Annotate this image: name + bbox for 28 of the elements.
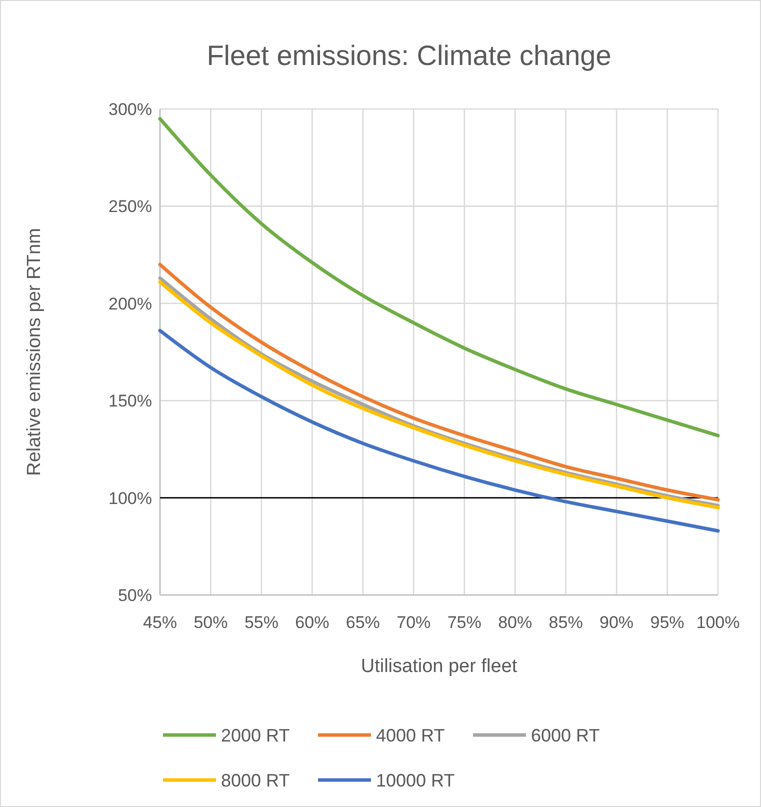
x-tick-label: 95% [650,613,684,632]
legend-label: 8000 RT [221,770,290,790]
legend-label: 2000 RT [221,725,290,746]
x-axis-title: Utilisation per fleet [360,656,518,677]
legend-label: 10000 RT [376,770,455,790]
x-tick-label: 65% [346,613,380,632]
y-tick-label: 200% [108,294,152,314]
legend-label: 4000 RT [376,725,445,746]
x-tick-label: 100% [696,613,740,632]
x-tick-label: 50% [194,613,228,632]
y-tick-label: 50% [118,586,152,605]
x-tick-label: 45% [142,613,178,632]
legend-label: 6000 RT [531,725,600,746]
x-tick-label: 85% [548,613,583,632]
x-tick-label: 60% [295,613,330,632]
x-tick-label: 90% [600,613,634,632]
x-tick-label: 75% [447,613,482,632]
y-tick-label: 250% [108,197,152,216]
x-tick-label: 55% [244,613,278,632]
y-tick-label: 300% [108,100,152,119]
y-tick-label: 150% [108,392,152,411]
line-series [158,328,720,533]
y-axis-title: Relative emissions per RTnm [24,228,45,476]
line-series [158,116,720,438]
x-tick-label: 70% [396,613,431,632]
y-tick-label: 100% [108,488,152,508]
x-tick-label: 80% [498,613,532,632]
chart-title: Fleet emissions: Climate change [206,40,612,71]
